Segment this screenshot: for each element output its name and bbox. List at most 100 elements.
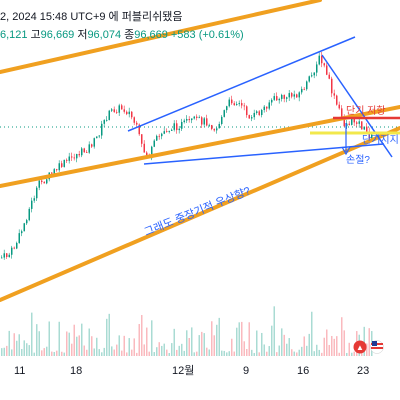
- candle-body: [223, 110, 225, 117]
- candle-body: [326, 65, 328, 75]
- volume-bar: [8, 330, 10, 356]
- volume-bar: [191, 327, 193, 356]
- candle-body: [296, 94, 298, 98]
- volume-bar: [46, 346, 48, 356]
- volume-bar: [223, 350, 225, 356]
- candle-body: [331, 78, 333, 94]
- volume-bar: [331, 335, 333, 356]
- volume-bar: [213, 335, 215, 356]
- candle-body: [313, 72, 315, 76]
- volume-bar: [251, 349, 253, 356]
- candle-body: [26, 220, 28, 224]
- candle-body: [23, 223, 25, 232]
- candle-body: [51, 172, 53, 174]
- candle-body: [338, 104, 340, 109]
- volume-bar: [293, 351, 295, 356]
- candle-body: [141, 134, 143, 144]
- candle-body: [371, 134, 373, 139]
- volume-bar: [121, 350, 123, 356]
- candle-body: [353, 118, 355, 123]
- volume-bar: [286, 343, 288, 356]
- chart-header: 2, 2024 15:48 UTC+9 에 퍼블리쉬됐음 6,121 고96,66…: [0, 0, 400, 41]
- volume-bar: [311, 311, 313, 356]
- annotation-resistance: 단기 저항: [346, 105, 386, 117]
- volume-bar: [53, 351, 55, 356]
- volume-bar: [366, 343, 368, 356]
- x-tick-label: 12월: [172, 364, 194, 377]
- volume-bar: [296, 352, 298, 356]
- candle-body: [91, 144, 93, 147]
- candle-body: [116, 111, 118, 113]
- volume-bar: [318, 349, 320, 356]
- volume-bar: [158, 342, 160, 356]
- candle-body: [46, 179, 48, 184]
- candle-body: [178, 128, 180, 131]
- volume-bar: [238, 322, 240, 356]
- candle-body: [133, 117, 135, 123]
- volume-bar: [156, 347, 158, 356]
- volume-bar: [93, 348, 95, 356]
- volume-bar: [276, 352, 278, 356]
- candle-body: [261, 109, 263, 116]
- candle-body: [203, 118, 205, 125]
- volume-bar: [206, 347, 208, 356]
- candle-body: [13, 247, 15, 249]
- volume-bar: [306, 345, 308, 356]
- volume-bar: [328, 344, 330, 356]
- stop-loss-arrowhead: [341, 146, 351, 156]
- volume-bar: [253, 352, 255, 356]
- volume-bar: [36, 324, 38, 356]
- candle-body: [333, 93, 335, 96]
- volume-bar: [41, 350, 43, 356]
- volume-bar: [108, 313, 110, 356]
- candle-body: [363, 126, 365, 130]
- candle-body: [228, 99, 230, 107]
- volume-bar: [141, 315, 143, 356]
- candle-body: [31, 200, 33, 209]
- x-tick-label: 9: [243, 365, 249, 377]
- candle-body: [168, 130, 170, 132]
- volume-bar: [261, 332, 263, 356]
- candle-body: [176, 123, 178, 131]
- volume-bar: [38, 331, 40, 356]
- candle-body: [138, 124, 140, 135]
- volume-bar: [271, 325, 273, 356]
- volume-bar: [203, 333, 205, 356]
- volume-bar: [106, 318, 108, 356]
- candle-body: [258, 111, 260, 116]
- volume-bar: [281, 328, 283, 356]
- candle-body: [198, 117, 200, 119]
- candle-body: [278, 98, 280, 101]
- volume-bar: [118, 335, 120, 356]
- volume-bar: [136, 352, 138, 356]
- candle-body: [88, 144, 90, 153]
- candle-body: [336, 95, 338, 105]
- close-label: 종: [124, 29, 135, 41]
- candle-body: [321, 55, 323, 64]
- candle-body: [293, 94, 295, 97]
- candle-body: [181, 122, 183, 129]
- candle-body: [366, 126, 368, 132]
- volume-bar: [73, 324, 75, 356]
- candle-body: [61, 163, 63, 167]
- candle-body: [158, 135, 160, 137]
- candle-body: [78, 154, 80, 156]
- candle-body: [316, 64, 318, 73]
- volume-bar: [181, 343, 183, 356]
- volume-bar: [186, 330, 188, 356]
- candle-body: [21, 231, 23, 234]
- candle-body: [3, 253, 5, 258]
- volume-bar: [221, 350, 223, 356]
- volume-bar: [298, 349, 300, 356]
- volume-bar: [348, 342, 350, 356]
- volume-bar: [1, 348, 3, 356]
- candle-body: [76, 154, 78, 159]
- candle-body: [271, 99, 273, 103]
- candle-body: [36, 187, 38, 199]
- volume-bar: [66, 331, 68, 356]
- volume-bar: [338, 352, 340, 356]
- volume-bar: [48, 321, 50, 356]
- volume-bar: [263, 344, 265, 356]
- volume-bar: [326, 329, 328, 356]
